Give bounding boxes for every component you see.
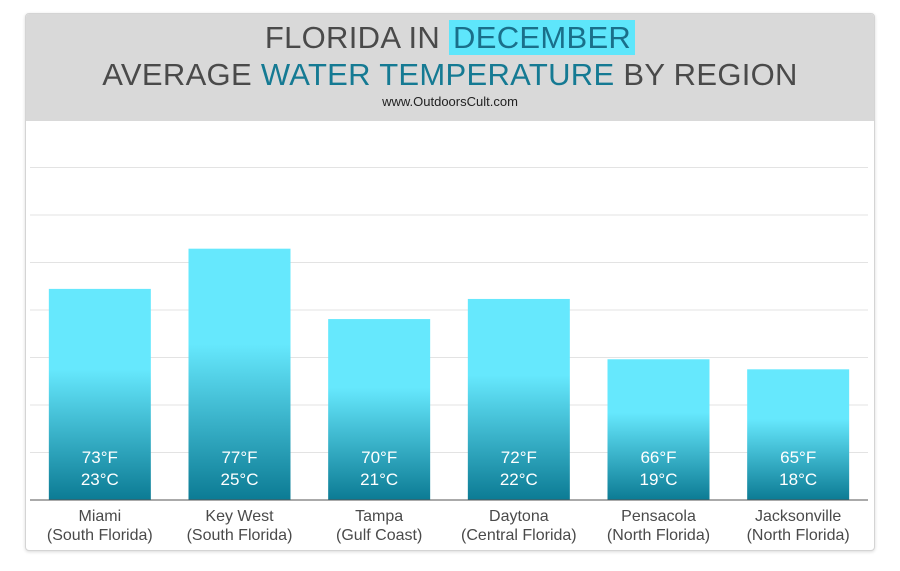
category-label-region: (Central Florida) bbox=[461, 527, 577, 544]
chart-header: FLORIDA IN DECEMBER AVERAGE WATER TEMPER… bbox=[26, 14, 874, 121]
chart-title-line-1: FLORIDA IN DECEMBER bbox=[26, 20, 874, 56]
category-label-city: Key West bbox=[205, 508, 274, 525]
chart-card: FLORIDA IN DECEMBER AVERAGE WATER TEMPER… bbox=[25, 13, 875, 551]
bar-label-fahrenheit: 77°F bbox=[221, 448, 257, 467]
category-label-region: (Gulf Coast) bbox=[336, 527, 422, 544]
bar-label-celsius: 19°C bbox=[640, 470, 678, 489]
title-line-2-suffix: BY REGION bbox=[614, 57, 798, 92]
bar bbox=[747, 369, 850, 500]
category-label-region: (North Florida) bbox=[747, 527, 850, 544]
chart-title-line-2: AVERAGE WATER TEMPERATURE BY REGION bbox=[26, 57, 874, 93]
bar-label-celsius: 23°C bbox=[81, 470, 119, 489]
bar-label-celsius: 18°C bbox=[779, 470, 817, 489]
bar-label-fahrenheit: 72°F bbox=[501, 448, 537, 467]
bar-label-celsius: 21°C bbox=[360, 470, 398, 489]
bar bbox=[607, 359, 710, 500]
category-label-region: (South Florida) bbox=[187, 527, 293, 544]
source-url: www.OutdoorsCult.com bbox=[382, 94, 518, 109]
category-labels: Miami (South Florida) Key West (South Flori… bbox=[47, 508, 850, 544]
title-line-2-prefix: AVERAGE bbox=[102, 57, 261, 92]
bar-label-celsius: 22°C bbox=[500, 470, 538, 489]
category-label-city: Pensacola bbox=[621, 508, 696, 525]
category-label-city: Daytona bbox=[489, 508, 549, 525]
grid-lines bbox=[30, 167, 868, 453]
bar-label-fahrenheit: 65°F bbox=[780, 448, 816, 467]
bar bbox=[48, 288, 151, 500]
bar-label-fahrenheit: 73°F bbox=[82, 448, 118, 467]
category-label-region: (South Florida) bbox=[47, 527, 153, 544]
bar-label-fahrenheit: 70°F bbox=[361, 448, 397, 467]
category-label-region: (North Florida) bbox=[607, 527, 710, 544]
category-label-city: Miami bbox=[78, 508, 121, 525]
bar bbox=[188, 248, 291, 500]
title-line-1-prefix: FLORIDA IN bbox=[264, 20, 450, 55]
bar-label-fahrenheit: 66°F bbox=[640, 448, 676, 467]
category-label-city: Tampa bbox=[355, 508, 403, 525]
category-label-city: Jacksonville bbox=[755, 508, 841, 525]
bars: 73°F 23°C 77°F 25°C 70°F 21°C 72°F 22°C 66°F 19°C… bbox=[48, 248, 850, 500]
title-water-temperature-highlight: WATER TEMPERATURE bbox=[260, 57, 615, 92]
bar bbox=[328, 319, 431, 500]
bar-label-celsius: 25°C bbox=[221, 470, 259, 489]
bar bbox=[467, 298, 570, 500]
title-month-highlight: DECEMBER bbox=[449, 20, 636, 55]
